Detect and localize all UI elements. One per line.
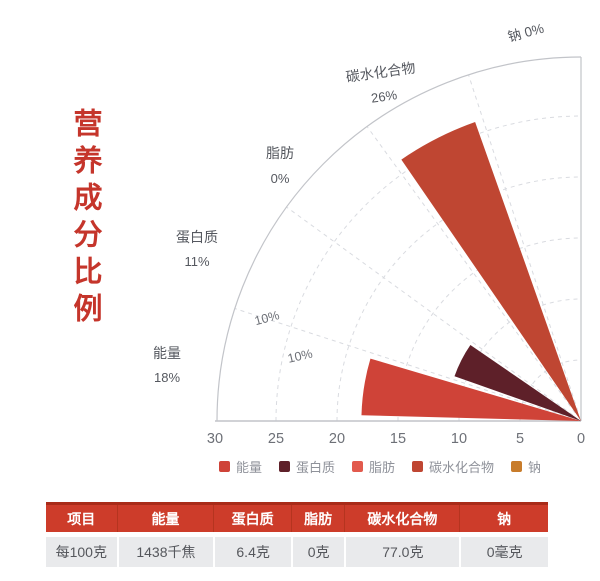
table-header-cell: 蛋白质 — [213, 505, 291, 532]
grid-spoke — [366, 126, 576, 414]
grid-spoke — [468, 74, 579, 412]
legend-swatch — [351, 461, 363, 472]
inner-grid-percent-label: 10% — [286, 346, 314, 365]
legend-swatch — [511, 461, 523, 472]
legend-label: 碳水化合物 — [429, 460, 495, 475]
radial-tick-label: 30 — [207, 431, 223, 447]
category-label: 碳水化合物 — [345, 59, 417, 85]
nutrition-table: 项目 能量 蛋白质 脂肪 碳水化合物钠 每100克 1438千焦 6.4克 0克 77.0克 0毫… — [46, 502, 548, 567]
table-data-cell: 1438千焦 — [116, 537, 214, 567]
radial-tick-label: 20 — [329, 431, 345, 447]
radial-tick-label: 25 — [268, 431, 284, 447]
legend-item-2[interactable]: 蛋白质 — [278, 457, 335, 476]
category-label-group: 能量 18% — [153, 345, 181, 385]
legend-label: 脂肪 — [368, 460, 395, 475]
wedge-2-11%[interactable] — [454, 344, 581, 421]
grid-arc — [275, 115, 582, 422]
grid-spoke — [234, 308, 572, 419]
legend-item-5[interactable]: 钠 — [511, 457, 541, 476]
radial-tick-label: 10 — [451, 431, 467, 447]
category-percent-label: 0% — [271, 171, 290, 186]
legend-item-3[interactable]: 脂肪 — [351, 457, 395, 476]
radial-tick-label: 0 — [577, 431, 585, 447]
wedge-4-26%[interactable] — [401, 121, 581, 422]
radial-tick-label: 15 — [390, 431, 406, 447]
table-header-cell: 脂肪 — [290, 505, 344, 532]
legend-swatch — [218, 461, 230, 472]
table-header-cell: 碳水化合物 — [344, 505, 459, 532]
legend-swatch — [412, 461, 423, 472]
table-data-cell: 0毫克 — [459, 537, 548, 567]
legend-label: 蛋白质 — [295, 460, 335, 475]
inner-grid-percent-label: 10% — [253, 308, 281, 328]
page-title: 营养成分比例 — [69, 108, 101, 330]
table-header-cell: 钠 — [459, 505, 548, 532]
nutrition-table-data-row: 每100克 1438千焦 6.4克 0克 77.0克 0毫克 — [46, 537, 548, 567]
table-data-cell: 0克 — [290, 537, 344, 567]
legend-item-4[interactable]: 碳水化合物 — [412, 457, 494, 476]
category-label-group: 蛋白质 11% — [176, 229, 218, 269]
chart-legend: 能量 蛋白质 脂肪 碳水化合物 钠 — [170, 457, 590, 476]
legend-label: 能量 — [235, 460, 262, 475]
category-label: 能量 — [153, 345, 181, 361]
table-data-cell: 6.4克 — [213, 537, 291, 567]
category-label: 脂肪 — [266, 145, 294, 161]
polar-outline-arc — [216, 56, 582, 422]
grid-spoke — [286, 206, 574, 416]
category-label-group: 脂肪 0% — [266, 145, 294, 186]
category-label: 蛋白质 — [176, 229, 218, 245]
category-percent-label: 11% — [184, 254, 209, 269]
nutrition-fan-chart: 30 25 20 15 10 5 0 能量 18% 蛋白质 11% 脂肪 0% 碳水化合物 26% 钠 0% 1… — [153, 21, 585, 447]
table-header-cell: 项目 — [67, 510, 96, 527]
category-label-group: 碳水化合物 26% — [345, 59, 417, 106]
category-percent-label: 18% — [154, 370, 180, 385]
legend-label: 钠 — [528, 460, 542, 475]
legend-item-1[interactable]: 能量 — [218, 457, 262, 476]
wedge-1-18%[interactable] — [361, 358, 581, 421]
legend-swatch — [278, 461, 290, 472]
category-percent-label: 26% — [370, 87, 398, 106]
table-data-cell: 77.0克 — [344, 537, 459, 567]
radial-tick-label: 5 — [516, 431, 524, 447]
nutrition-table-header-row: 项目 能量 蛋白质 脂肪 碳水化合物钠 — [46, 502, 548, 532]
category-label: 钠 0% — [506, 21, 545, 45]
table-data-cell: 每100克 — [55, 544, 107, 560]
table-header-cell: 能量 — [116, 505, 214, 532]
